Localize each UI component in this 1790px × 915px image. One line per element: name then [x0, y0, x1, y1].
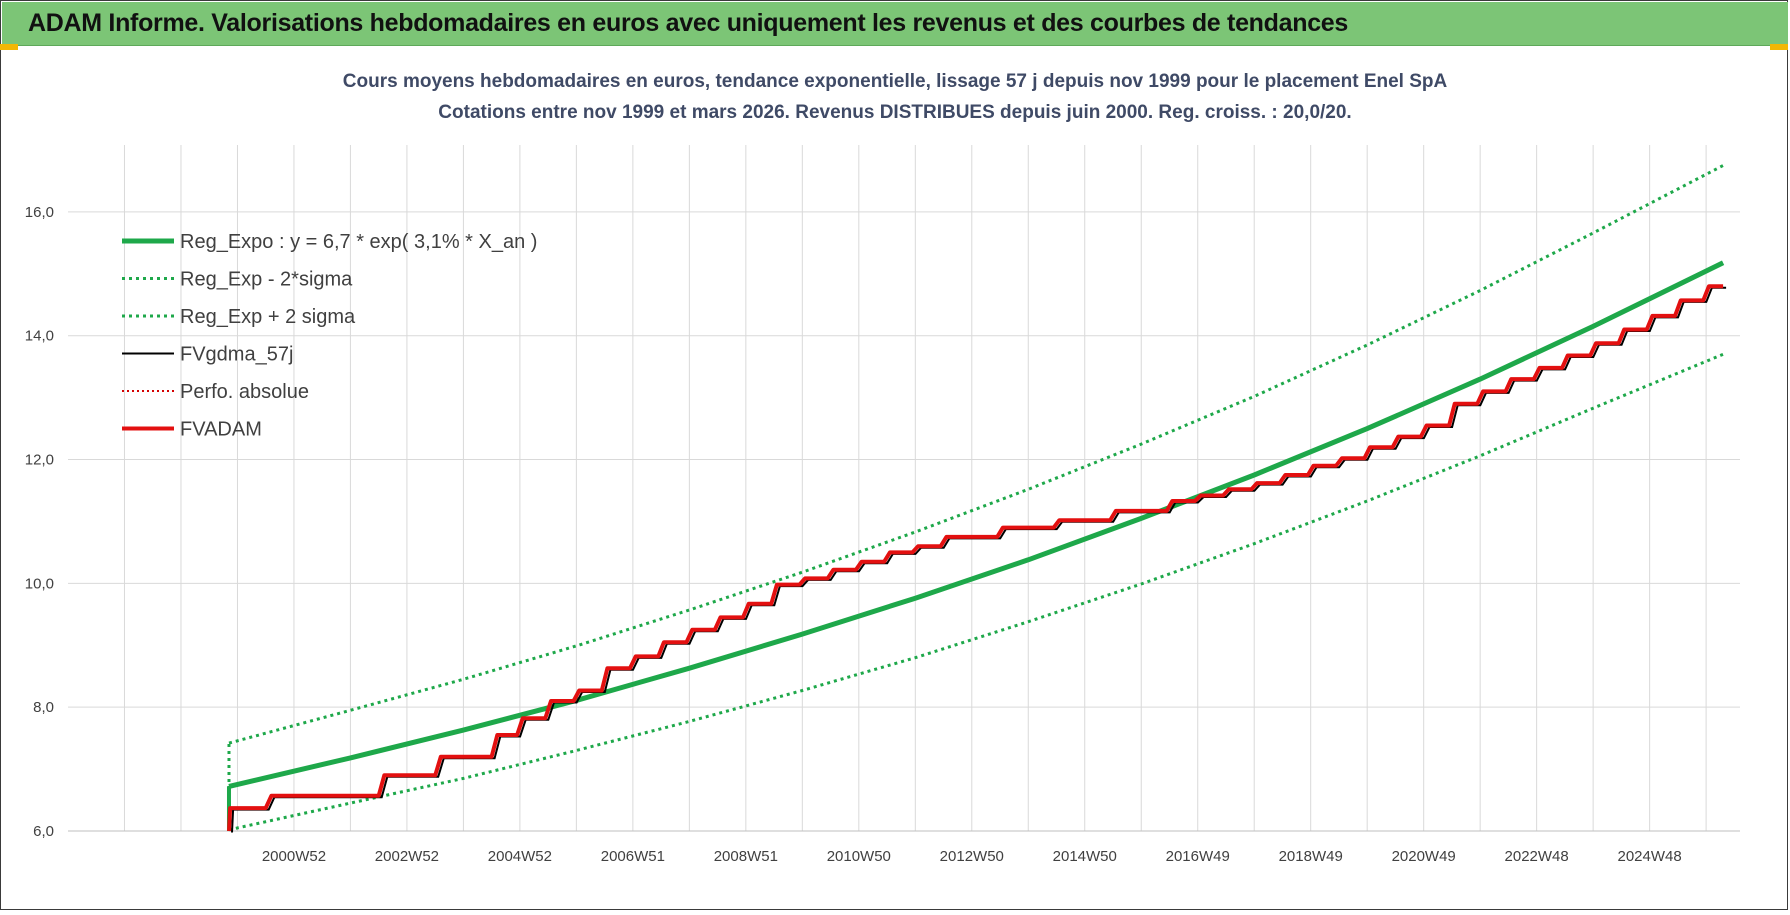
x-tick-label: 2010W50: [827, 848, 891, 865]
x-tick-label: 2004W52: [488, 848, 552, 865]
series-line-reg_plus: [228, 164, 1724, 745]
legend-label-reg_minus: Reg_Exp - 2*sigma: [180, 269, 353, 291]
x-tick-label: 2022W48: [1505, 848, 1569, 865]
legend-label-fvadam: FVADAM: [180, 419, 262, 441]
chart-svg: Cours moyens hebdomadaires en euros, ten…: [25, 71, 1740, 865]
y-tick-label: 16,0: [25, 204, 54, 221]
x-tick-label: 2014W50: [1053, 848, 1117, 865]
chart-subtitle: Cotations entre nov 1999 et mars 2026. R…: [438, 102, 1351, 123]
y-tick-label: 14,0: [25, 328, 54, 345]
chart-title: Cours moyens hebdomadaires en euros, ten…: [343, 71, 1448, 92]
x-tick-label: 2020W49: [1392, 848, 1456, 865]
x-tick-label: 2012W50: [940, 848, 1004, 865]
x-tick-label: 2016W49: [1166, 848, 1230, 865]
legend: Reg_Expo : y = 6,7 * exp( 3,1% * X_an ) R…: [122, 231, 537, 441]
legend-label-reg_expo: Reg_Expo : y = 6,7 * exp( 3,1% * X_an ): [180, 231, 537, 253]
y-tick-label: 12,0: [25, 452, 54, 469]
grid: [68, 145, 1740, 832]
legend-label-reg_plus: Reg_Exp + 2 sigma: [180, 306, 356, 328]
series-line-reg_expo: [228, 260, 1725, 789]
chart-area: Cours moyens hebdomadaires en euros, ten…: [0, 50, 1790, 910]
corner-marker-right: [1770, 44, 1788, 50]
title-bar: ADAM Informe. Valorisations hebdomadaire…: [2, 2, 1788, 46]
series-line-fvadam: [227, 284, 1724, 832]
x-tick-label: 2024W48: [1618, 848, 1682, 865]
series-line-reg_minus: [228, 352, 1724, 832]
x-tick-label: 2008W51: [714, 848, 778, 865]
legend-label-perfo: Perfo. absolue: [180, 381, 309, 403]
x-axis: 2000W52 2002W52 2004W52 2006W51 2008W51 2010W…: [68, 830, 1740, 865]
corner-marker-left: [0, 44, 18, 50]
y-tick-label: 10,0: [25, 575, 54, 592]
y-tick-label: 6,0: [33, 823, 54, 840]
series-layer: [226, 164, 1727, 833]
page-title: ADAM Informe. Valorisations hebdomadaire…: [28, 9, 1349, 37]
x-tick-label: 2006W51: [601, 848, 665, 865]
y-tick-label: 8,0: [33, 699, 54, 716]
legend-label-fvgdma: FVgdma_57j: [180, 344, 293, 366]
x-tick-label: 2000W52: [262, 848, 326, 865]
x-tick-label: 2018W49: [1279, 848, 1343, 865]
x-tick-label: 2002W52: [375, 848, 439, 865]
y-axis: 6,0 8,0 10,0 12,0 14,0 16,0: [25, 204, 54, 840]
